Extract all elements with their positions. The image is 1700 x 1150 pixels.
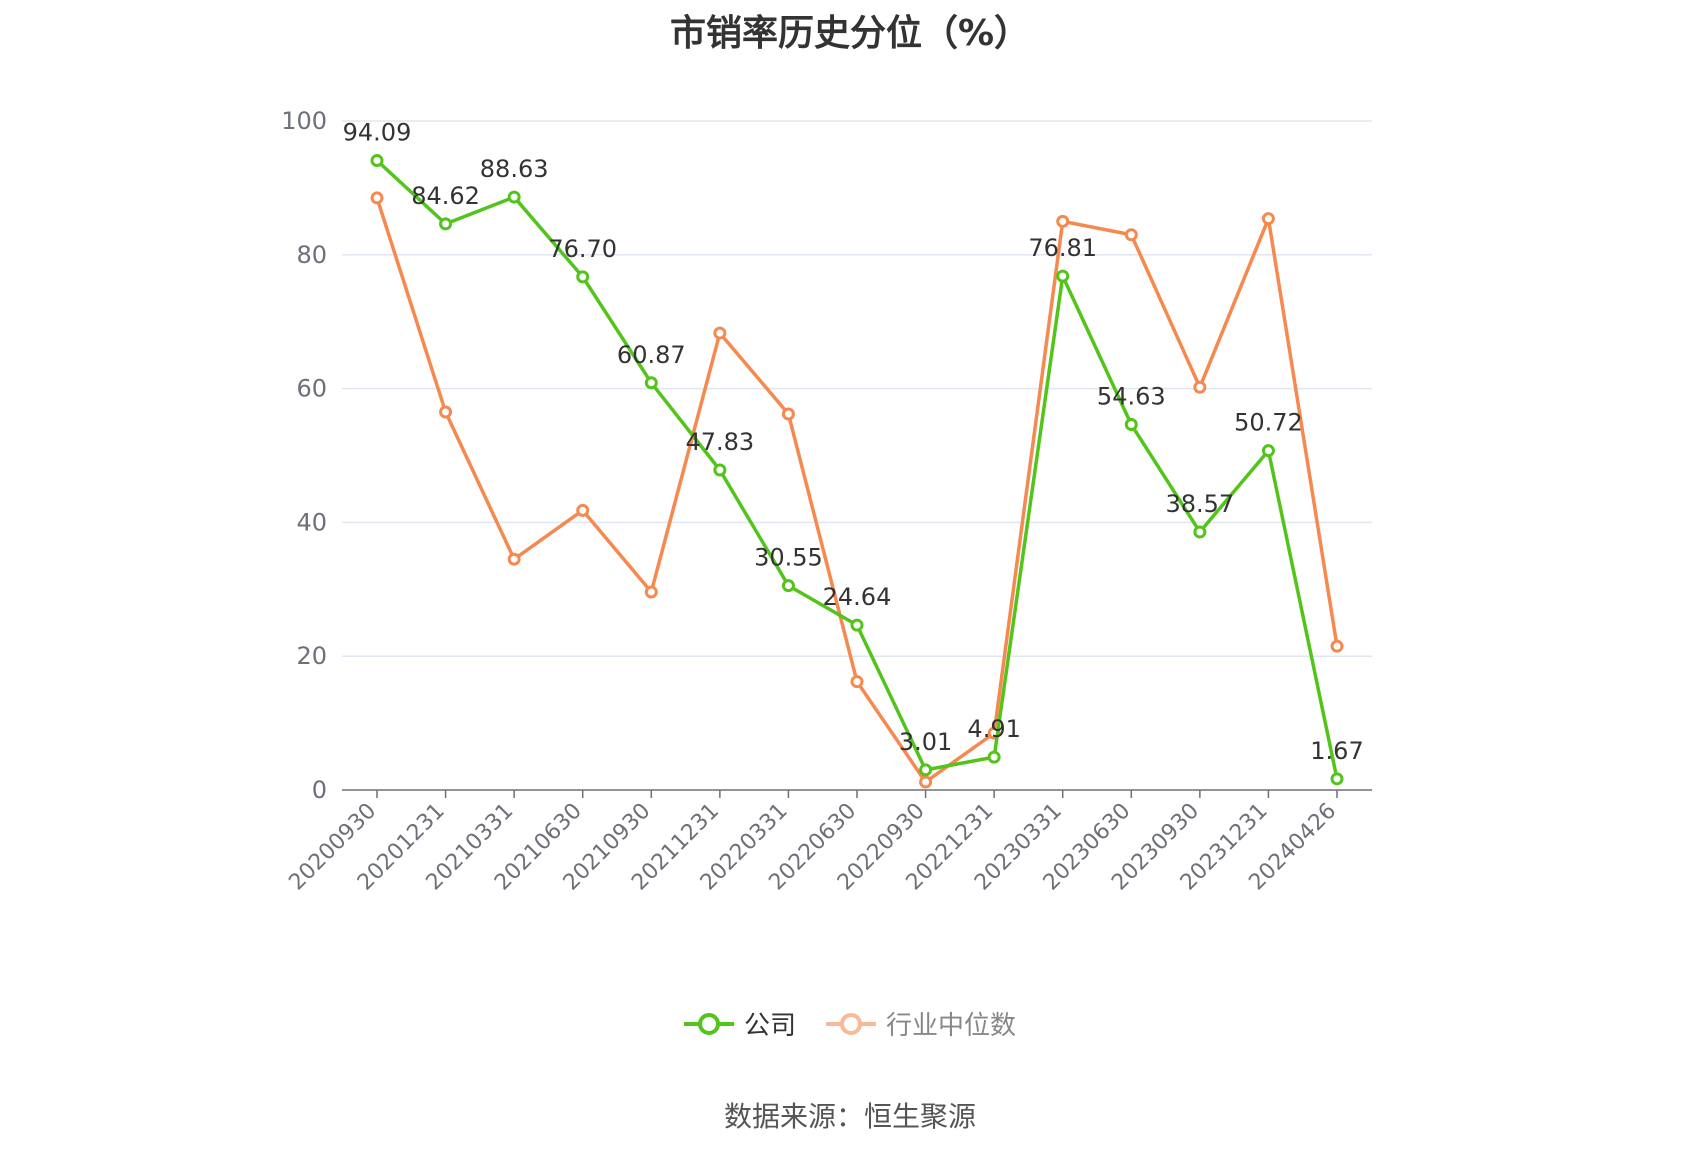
data-point[interactable] bbox=[1056, 214, 1070, 228]
data-label: 60.87 bbox=[617, 341, 686, 369]
axes: 0204060801002020093020201231202103312021… bbox=[281, 107, 1372, 895]
data-point[interactable] bbox=[370, 154, 384, 168]
data-label: 54.63 bbox=[1097, 383, 1166, 411]
data-point[interactable] bbox=[644, 585, 658, 599]
legend-item-industry[interactable]: 行业中位数 bbox=[826, 1005, 1016, 1042]
data-point[interactable] bbox=[507, 552, 521, 566]
legend-line-icon bbox=[683, 1012, 734, 1035]
data-point[interactable] bbox=[987, 750, 1001, 764]
data-label: 76.70 bbox=[548, 235, 617, 263]
data-point[interactable] bbox=[713, 463, 727, 477]
data-point[interactable] bbox=[644, 376, 658, 390]
grid-lines bbox=[342, 120, 1372, 657]
y-tick-label: 20 bbox=[296, 642, 327, 670]
data-label: 30.55 bbox=[754, 544, 823, 572]
data-point[interactable] bbox=[781, 579, 795, 593]
data-point[interactable] bbox=[370, 191, 384, 205]
y-tick-label: 80 bbox=[296, 241, 327, 269]
data-point[interactable] bbox=[919, 763, 933, 777]
data-point[interactable] bbox=[576, 270, 590, 284]
data-point[interactable] bbox=[713, 326, 727, 340]
data-label: 38.57 bbox=[1165, 490, 1234, 518]
data-point[interactable] bbox=[1056, 269, 1070, 283]
data-label: 88.63 bbox=[480, 155, 549, 183]
data-label: 84.62 bbox=[411, 182, 480, 210]
y-tick-label: 40 bbox=[296, 508, 327, 536]
data-point[interactable] bbox=[1193, 380, 1207, 394]
data-label: 76.81 bbox=[1028, 234, 1097, 262]
data-label: 3.01 bbox=[899, 728, 952, 756]
data-point[interactable] bbox=[1261, 212, 1275, 226]
data-point[interactable] bbox=[1261, 444, 1275, 458]
legend-label: 公司 bbox=[743, 1011, 796, 1041]
y-tick-label: 60 bbox=[296, 375, 327, 403]
chart-title: 市销率历史分位（%） bbox=[669, 13, 1031, 54]
data-point[interactable] bbox=[439, 405, 453, 419]
legend-label: 行业中位数 bbox=[886, 1011, 1017, 1041]
data-point[interactable] bbox=[919, 775, 933, 789]
data-point[interactable] bbox=[1330, 772, 1344, 786]
data-point[interactable] bbox=[576, 503, 590, 517]
data-label: 24.64 bbox=[823, 583, 892, 611]
data-point[interactable] bbox=[781, 407, 795, 421]
legend-line-icon bbox=[826, 1012, 876, 1035]
data-point[interactable] bbox=[439, 217, 453, 231]
data-label: 94.09 bbox=[343, 119, 412, 147]
data-point[interactable] bbox=[1193, 525, 1207, 539]
y-tick-label: 100 bbox=[281, 107, 327, 135]
data-point[interactable] bbox=[507, 190, 521, 204]
source-note: 数据来源：恒生聚源 bbox=[723, 1100, 976, 1133]
data-label: 1.67 bbox=[1310, 737, 1363, 765]
legend: 公司 行业中位数 bbox=[0, 1005, 1700, 1042]
y-tick-label: 0 bbox=[312, 776, 327, 804]
data-label: 50.72 bbox=[1234, 409, 1303, 437]
data-point[interactable] bbox=[1124, 228, 1138, 242]
data-point[interactable] bbox=[850, 675, 864, 689]
data-point[interactable] bbox=[850, 618, 864, 632]
data-label: 4.91 bbox=[967, 715, 1020, 743]
data-point[interactable] bbox=[1330, 639, 1344, 653]
data-label: 47.83 bbox=[685, 428, 754, 456]
legend-item-company[interactable]: 公司 bbox=[683, 1005, 796, 1042]
data-point[interactable] bbox=[1124, 418, 1138, 432]
series-lines bbox=[370, 154, 1344, 789]
